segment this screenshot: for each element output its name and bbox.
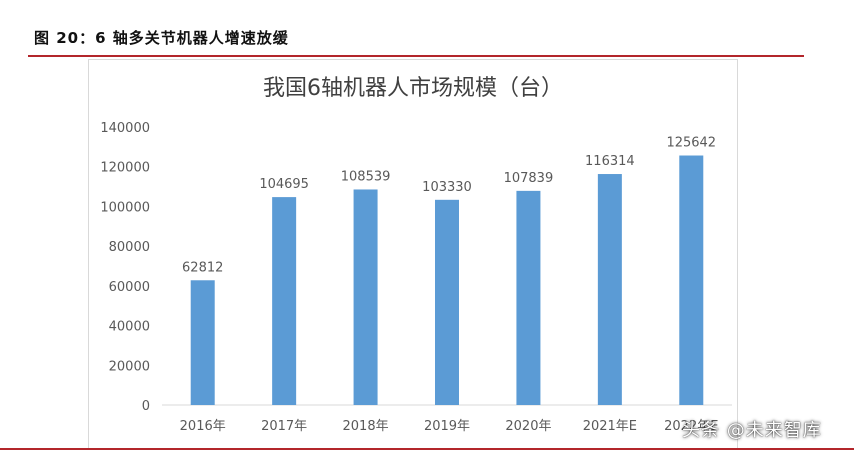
bar bbox=[597, 174, 622, 405]
x-tick-label: 2018年 bbox=[343, 419, 389, 434]
y-tick-label: 60000 bbox=[109, 280, 150, 295]
x-tick-label: 2016年 bbox=[180, 419, 226, 434]
x-tick-label: 2022年E bbox=[664, 419, 718, 434]
x-tick-label: 2021年E bbox=[583, 419, 637, 434]
y-tick-label: 0 bbox=[142, 399, 150, 414]
data-label: 104695 bbox=[259, 177, 309, 192]
y-tick-label: 20000 bbox=[109, 359, 150, 374]
x-tick-label: 2017年 bbox=[261, 419, 307, 434]
bar bbox=[353, 189, 378, 405]
bar bbox=[435, 199, 459, 405]
data-label: 62812 bbox=[182, 260, 223, 275]
chart-title: 我国6轴机器人市场规模（台） bbox=[263, 76, 563, 101]
bar bbox=[516, 190, 541, 405]
x-tick-label: 2019年 bbox=[424, 419, 470, 434]
y-tick-label: 140000 bbox=[100, 121, 150, 136]
watermark: 头条 @未来智库 bbox=[682, 420, 822, 441]
data-label: 108539 bbox=[341, 169, 391, 184]
x-tick-label: 2020年 bbox=[505, 419, 551, 434]
y-tick-label: 80000 bbox=[109, 240, 150, 255]
y-tick-label: 100000 bbox=[100, 200, 150, 215]
bar bbox=[190, 280, 215, 405]
y-tick-label: 40000 bbox=[109, 320, 150, 335]
data-label: 125642 bbox=[666, 136, 716, 151]
data-label: 103330 bbox=[422, 180, 472, 195]
y-tick-label: 120000 bbox=[100, 161, 150, 176]
data-label: 107839 bbox=[504, 171, 554, 186]
title-divider bbox=[28, 55, 804, 57]
data-label: 116314 bbox=[585, 154, 635, 169]
figure-title: 图 20：6 轴多关节机器人增速放缓 bbox=[34, 29, 289, 47]
chart-frame bbox=[88, 59, 738, 449]
bar bbox=[679, 155, 704, 405]
bar bbox=[272, 197, 297, 405]
bottom-divider bbox=[0, 448, 854, 450]
